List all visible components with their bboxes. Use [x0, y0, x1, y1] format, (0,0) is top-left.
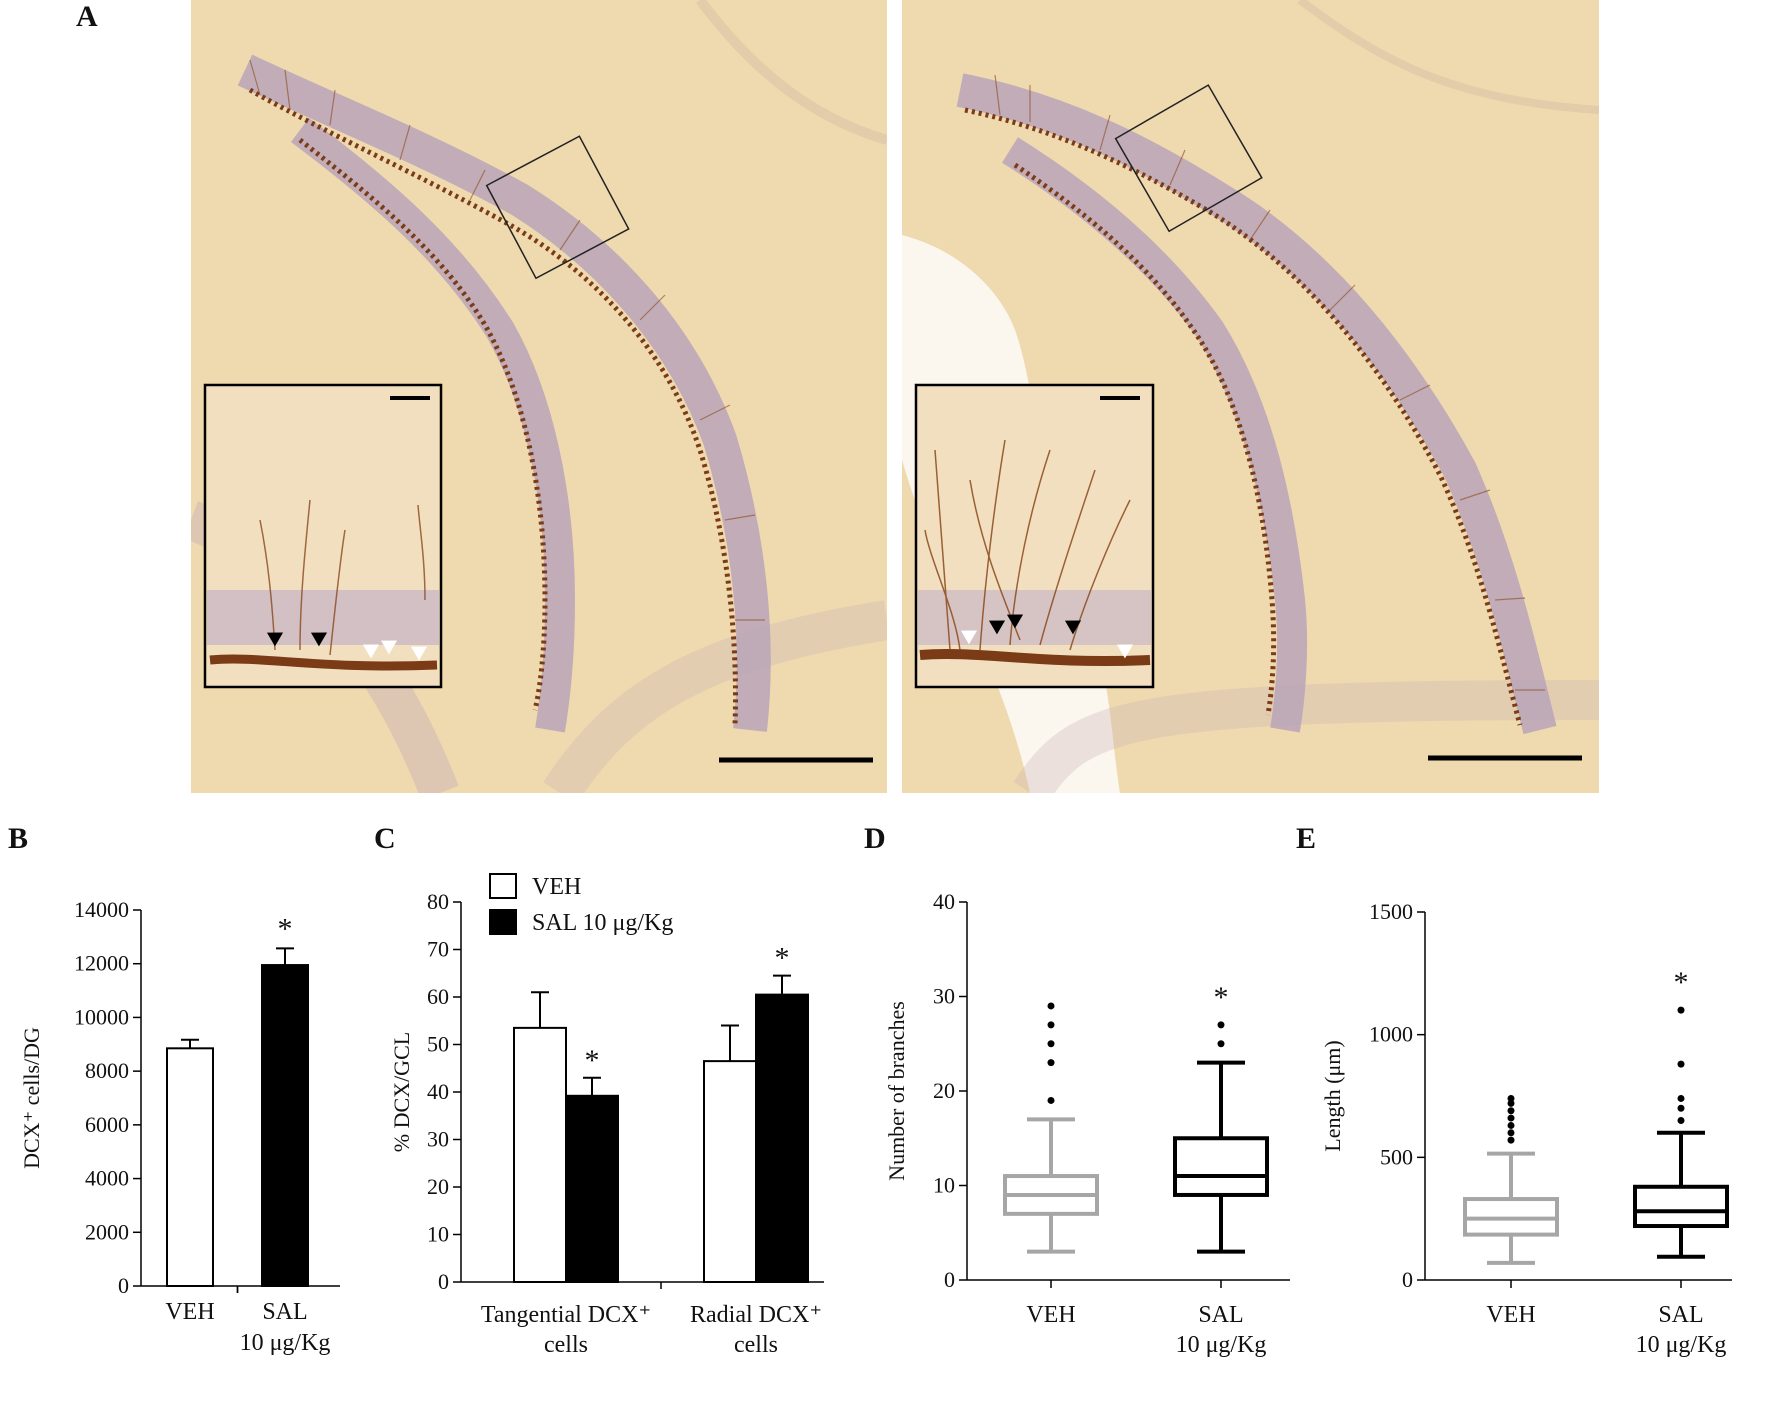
- panel-d-label: D: [864, 822, 886, 855]
- outlier-point: [1507, 1107, 1515, 1115]
- y-tick-label: 0: [438, 1269, 449, 1294]
- outlier-point: [1507, 1129, 1515, 1137]
- y-tick-label: 20: [427, 1174, 449, 1199]
- outlier-point: [1677, 1006, 1685, 1014]
- y-tick-label: 60: [427, 984, 449, 1009]
- inset-sal: [914, 383, 1155, 689]
- chart-e-length: 0 500 1000 1500 Length (μm) VEH * SAL 10 μg/Kg: [1320, 899, 1732, 1358]
- y-tick-label: 4000: [85, 1166, 129, 1191]
- y-tick-label: 20: [933, 1078, 955, 1103]
- outlier-point: [1047, 1096, 1055, 1104]
- x-category-label: VEH: [165, 1299, 214, 1325]
- y-tick-label: 40: [427, 1079, 449, 1104]
- inset-veh: [203, 383, 443, 689]
- outlier-point: [1047, 1059, 1055, 1067]
- y-tick-label: 6000: [85, 1112, 129, 1137]
- micrograph-sal: [902, 0, 1599, 793]
- chart-c-dcx-gcl: 0 10 20 30 40 50 60 70 80 % DCX/GCL * * Tangential D…: [389, 873, 824, 1358]
- outlier-point: [1507, 1136, 1515, 1144]
- outlier-point: [1047, 1040, 1055, 1048]
- y-tick-label: 8000: [85, 1058, 129, 1083]
- outlier-point: [1677, 1094, 1685, 1102]
- legend-label: VEH: [532, 874, 581, 900]
- bar: [166, 1047, 214, 1288]
- significance-marker: *: [585, 1044, 600, 1077]
- legend-swatch: [489, 909, 517, 935]
- outlier-point: [1677, 1117, 1685, 1125]
- outlier-point: [1047, 1002, 1055, 1010]
- x-category-label: Radial DCX⁺ cells: [690, 1302, 822, 1358]
- x-category-label: VEH: [1486, 1302, 1535, 1328]
- box: [1173, 1136, 1269, 1197]
- chart-b-dcx-cells: 0 2000 4000 6000 8000 10000 12000 14000 DCX⁺ cel…: [19, 897, 340, 1356]
- y-axis-label: Number of branches: [884, 1001, 909, 1181]
- y-tick-label: 500: [1380, 1144, 1413, 1169]
- significance-marker: *: [278, 912, 293, 945]
- y-tick-label: 30: [933, 984, 955, 1009]
- x-category-label: VEH: [1026, 1302, 1075, 1328]
- panel-b-label: B: [8, 822, 28, 855]
- panel-e-label: E: [1296, 822, 1316, 855]
- y-tick-label: 30: [427, 1127, 449, 1152]
- x-category-label: SAL 10 μg/Kg: [1636, 1302, 1727, 1358]
- outlier-point: [1507, 1114, 1515, 1122]
- panel-c-label: C: [374, 822, 396, 855]
- outlier-point: [1217, 1021, 1225, 1029]
- outlier-point: [1217, 1040, 1225, 1048]
- x-category-label: SAL 10 μg/Kg: [1176, 1302, 1267, 1358]
- outlier-point: [1677, 1060, 1685, 1068]
- y-tick-label: 40: [933, 889, 955, 914]
- significance-marker: *: [1674, 966, 1689, 999]
- y-tick-label: 10: [933, 1173, 955, 1198]
- outlier-point: [1507, 1099, 1515, 1107]
- outlier-point: [1047, 1021, 1055, 1029]
- y-tick-label: 12000: [74, 951, 129, 976]
- significance-marker: *: [775, 942, 790, 975]
- bar: [513, 1026, 567, 1283]
- y-tick-label: 0: [1402, 1267, 1413, 1292]
- bar: [261, 964, 309, 1287]
- outlier-point: [1677, 1104, 1685, 1112]
- y-tick-label: 1000: [1369, 1022, 1413, 1047]
- y-tick-label: 10: [427, 1222, 449, 1247]
- y-axis-label: DCX⁺ cells/DG: [19, 1027, 44, 1169]
- y-tick-label: 50: [427, 1032, 449, 1057]
- bar: [565, 1094, 619, 1284]
- legend-label: SAL 10 μg/Kg: [532, 910, 673, 936]
- y-tick-label: 2000: [85, 1219, 129, 1244]
- y-tick-label: 1500: [1369, 899, 1413, 924]
- legend-swatch: [489, 873, 517, 899]
- bar: [703, 1060, 757, 1283]
- x-category-label: SAL 10 μg/Kg: [240, 1299, 331, 1356]
- y-tick-label: 10000: [74, 1004, 129, 1029]
- outlier-point: [1507, 1094, 1515, 1102]
- y-axis-label: Length (μm): [1320, 1040, 1345, 1151]
- box: [1633, 1184, 1729, 1229]
- y-tick-label: 0: [118, 1273, 129, 1298]
- y-tick-label: 14000: [74, 897, 129, 922]
- y-axis-label: % DCX/GCL: [389, 1032, 414, 1152]
- bar: [755, 993, 809, 1283]
- panel-a-label: A: [76, 0, 98, 33]
- micrograph-veh: [191, 0, 887, 793]
- outlier-point: [1507, 1121, 1515, 1129]
- x-category-label: Tangential DCX⁺ cells: [481, 1302, 651, 1358]
- y-tick-label: 0: [944, 1267, 955, 1292]
- significance-marker: *: [1214, 981, 1229, 1014]
- y-tick-label: 70: [427, 937, 449, 962]
- y-tick-label: 80: [427, 889, 449, 914]
- chart-d-branches: 0 10 20 30 40 Number of branches VEH * SAL 10 μg/…: [884, 889, 1290, 1358]
